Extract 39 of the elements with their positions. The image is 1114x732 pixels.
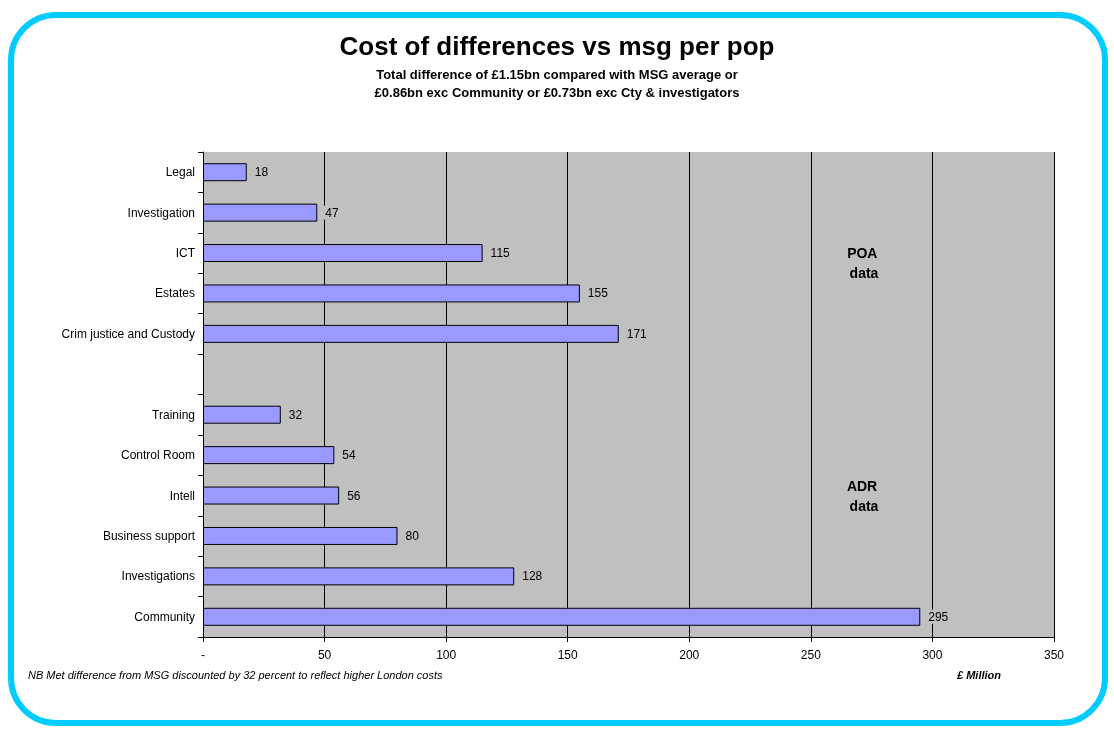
- data-label: 32: [288, 407, 303, 422]
- data-label: 18: [254, 165, 269, 180]
- y-tick-label: Training: [152, 407, 195, 422]
- data-label: 56: [347, 488, 361, 503]
- x-axis-title: £ Million: [956, 668, 1002, 681]
- y-tick-label: Control Room: [120, 448, 195, 463]
- x-tick-label: 50: [317, 648, 332, 662]
- data-label: 295: [928, 609, 949, 624]
- y-tick-label: Intell: [169, 488, 195, 503]
- data-label: 54: [342, 448, 356, 463]
- data-label: 171: [626, 326, 648, 341]
- y-tick-label: Crim justice and Custody: [61, 326, 195, 341]
- bar: [203, 405, 281, 424]
- x-tick-label: 300: [922, 648, 943, 662]
- y-tick-label: Community: [134, 609, 195, 624]
- x-tick-label: 150: [557, 648, 579, 662]
- chart-title: Cost of differences vs msg per pop: [339, 31, 775, 61]
- data-label: 155: [587, 286, 609, 301]
- x-tick-label: 350: [1043, 648, 1065, 662]
- y-tick-label: Estates: [154, 286, 195, 301]
- x-tick-label: -: [201, 648, 205, 662]
- x-tick-label: 100: [436, 648, 457, 662]
- bar: [203, 163, 247, 182]
- chart-subtitle: Total difference of £1.15bn compared with MSG average or £0.86bn exc Community or £0.73bn exc Cty & investigators: [374, 66, 740, 100]
- data-label: 80: [405, 528, 420, 543]
- x-tick-label: 250: [800, 648, 822, 662]
- text: NB Met difference from MSG discounted by 32 percent to reflect higher London costs: [28, 668, 444, 681]
- y-tick-label: Investigation: [127, 205, 195, 220]
- x-tick-label: 200: [679, 648, 700, 662]
- data-label: 128: [522, 569, 543, 584]
- bar: [203, 203, 318, 222]
- data-label: 115: [490, 246, 511, 261]
- y-tick-label: Investigations: [121, 569, 195, 584]
- y-tick-label: Business support: [102, 528, 196, 543]
- annotation: ADR data: [846, 478, 882, 514]
- data-label: 47: [325, 205, 339, 220]
- y-tick-label: ICT: [175, 246, 196, 261]
- y-tick-label: Legal: [165, 165, 195, 180]
- annotation: POA data: [847, 245, 881, 281]
